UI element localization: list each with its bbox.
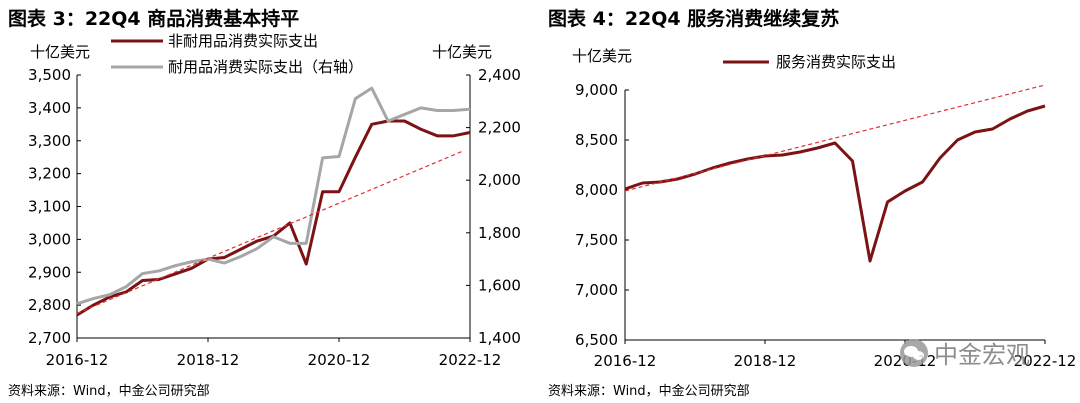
source-note: 资料来源：Wind，中金公司研究部 [8, 384, 210, 399]
y-axis-unit: 十亿美元 [572, 47, 632, 65]
series-line-services [624, 104, 1046, 263]
x-tick-label: 2016-12 [46, 351, 109, 369]
y-tick-label-right: 2,000 [478, 171, 521, 189]
x-tick-label: 2022-12 [1014, 352, 1077, 370]
y-tick-label-left: 3,400 [28, 99, 71, 117]
y-tick-label: 7,500 [575, 231, 618, 249]
y-tick-label-right: 1,400 [478, 329, 521, 347]
y-tick-label-left: 3,500 [28, 66, 71, 84]
y-tick-label-right: 1,600 [478, 276, 521, 294]
y-tick-label-left: 3,300 [28, 132, 71, 150]
x-tick-label: 2020-12 [308, 351, 371, 369]
x-tick-label: 2016-12 [594, 352, 657, 370]
y-tick-label-left: 2,700 [28, 329, 71, 347]
legend-label: 非耐用品消费实际支出 [168, 32, 318, 50]
y-tick-label: 6,500 [575, 331, 618, 349]
x-tick-label: 2018-12 [177, 351, 240, 369]
y-tick-label-right: 1,800 [478, 224, 521, 242]
y-tick-label: 8,500 [575, 131, 618, 149]
y-tick-label: 8,000 [575, 181, 618, 199]
watermark: 中金宏观 [900, 335, 1030, 370]
wechat-icon [900, 338, 928, 367]
y-axis-unit-left: 十亿美元 [30, 43, 90, 61]
y-tick-label-left: 3,100 [28, 198, 71, 216]
x-tick-label: 2022-12 [439, 351, 502, 369]
y-tick-label-right: 2,200 [478, 119, 521, 137]
y-tick-label-left: 3,000 [28, 230, 71, 248]
y-tick-label-left: 2,900 [28, 263, 71, 281]
y-tick-label-left: 2,800 [28, 296, 71, 314]
x-tick-label: 2018-12 [734, 352, 797, 370]
trend-line [76, 150, 465, 314]
chart-title: 图表 4：22Q4 服务消费继续复苏 [548, 8, 840, 30]
series-line-nondurable [76, 119, 471, 317]
y-tick-label-left: 3,200 [28, 165, 71, 183]
chart-title: 图表 3：22Q4 商品消费基本持平 [8, 8, 300, 30]
y-tick-label: 9,000 [575, 81, 618, 99]
y-tick-label: 7,000 [575, 281, 618, 299]
watermark-text: 中金宏观 [934, 341, 1030, 369]
legend-label: 耐用品消费实际支出（右轴） [168, 58, 363, 76]
y-axis-unit-right: 十亿美元 [432, 43, 492, 61]
trend-line [624, 84, 1046, 192]
series-line-durable [76, 86, 471, 306]
goods-consumption-chart: 十亿美元 十亿美元 2,700 2,800 2,900 3,000 3,100 3,200 3,… [28, 32, 521, 369]
source-note: 资料来源：Wind，中金公司研究部 [548, 384, 750, 399]
chart-panel-goods: 图表 3：22Q4 商品消费基本持平 十亿美元 十亿美元 2,700 2,800 2,9… [8, 8, 521, 399]
chart-panel-services: 图表 4：22Q4 服务消费继续复苏 十亿美元 6,500 7,000 7,500 8,… [540, 0, 1080, 403]
y-tick-label-right: 2,400 [478, 66, 521, 84]
services-consumption-chart: 十亿美元 6,500 7,000 7,500 8,000 8,500 9,000 2016-1… [572, 47, 1077, 370]
legend-label: 服务消费实际支出 [776, 53, 896, 71]
